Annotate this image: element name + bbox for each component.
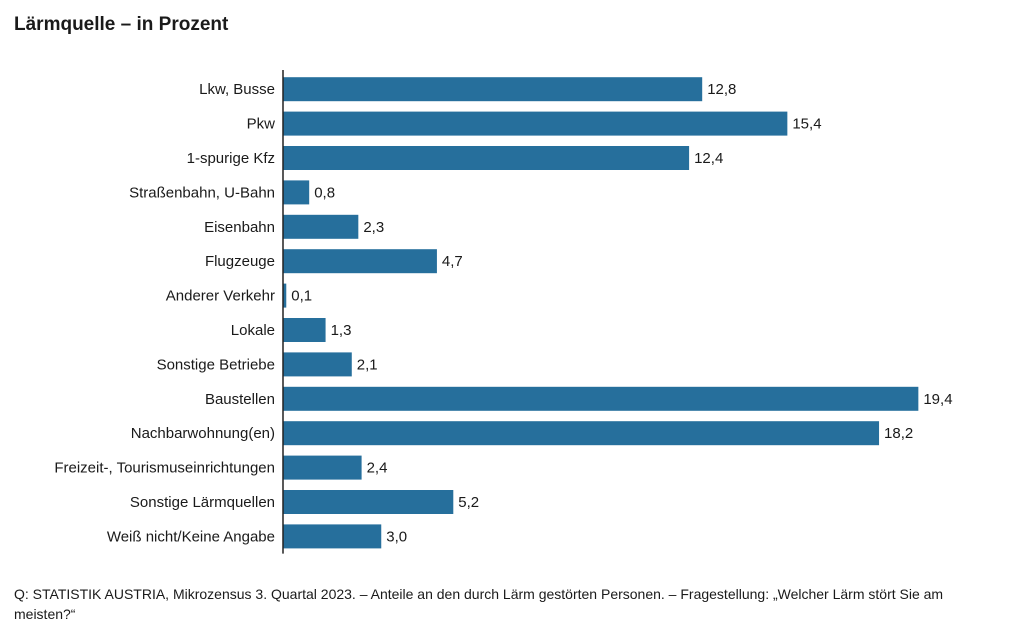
data-label: 18,2 bbox=[884, 425, 913, 442]
data-label: 0,8 bbox=[314, 184, 335, 201]
category-label: Pkw bbox=[247, 116, 276, 133]
category-label: Eisenbahn bbox=[204, 219, 275, 236]
bar bbox=[283, 352, 352, 377]
bar bbox=[283, 214, 359, 239]
bar bbox=[283, 318, 326, 342]
data-label: 2,3 bbox=[363, 219, 384, 236]
bar-chart: Lkw, Busse 12,8 Pkw 15,4 1-spurige Kfz 12,4 St… bbox=[54, 70, 953, 554]
bar bbox=[283, 283, 287, 308]
data-label: 12,8 bbox=[707, 81, 736, 98]
data-label: 0,1 bbox=[291, 288, 312, 305]
data-label: 19,4 bbox=[923, 391, 952, 408]
category-label: Freizeit-, Tourismuseinrichtungen bbox=[54, 460, 275, 477]
category-label: Anderer Verkehr bbox=[166, 288, 275, 305]
bar bbox=[283, 421, 880, 446]
data-label: 5,2 bbox=[458, 494, 479, 511]
category-label: Straßenbahn, U-Bahn bbox=[129, 184, 275, 201]
category-label: Sonstige Lärmquellen bbox=[130, 494, 275, 511]
data-label: 15,4 bbox=[792, 116, 821, 133]
data-label: 1,3 bbox=[331, 322, 352, 339]
data-label: 3,0 bbox=[386, 528, 407, 545]
bar bbox=[283, 111, 788, 136]
bar bbox=[283, 77, 703, 102]
source-note: Q: STATISTIK AUSTRIA, Mikrozensus 3. Qua… bbox=[14, 586, 944, 622]
chart-title: Lärmquelle – in Prozent bbox=[14, 14, 229, 35]
data-label: 2,1 bbox=[357, 356, 378, 373]
bar bbox=[283, 386, 919, 411]
bar bbox=[283, 455, 362, 480]
data-label: 12,4 bbox=[694, 150, 723, 167]
category-label: Flugzeuge bbox=[205, 253, 275, 270]
category-label: Nachbarwohnung(en) bbox=[131, 425, 275, 442]
bar bbox=[283, 146, 690, 170]
category-label: Weiß nicht/Keine Angabe bbox=[107, 528, 275, 545]
data-label: 4,7 bbox=[442, 253, 463, 270]
bar bbox=[283, 490, 454, 514]
category-label: Lkw, Busse bbox=[199, 81, 275, 98]
bar bbox=[283, 524, 382, 549]
category-label: Sonstige Betriebe bbox=[157, 356, 275, 373]
category-label: Baustellen bbox=[205, 391, 275, 408]
bar bbox=[283, 249, 437, 274]
category-label: Lokale bbox=[231, 322, 275, 339]
bar bbox=[283, 180, 310, 205]
category-label: 1-spurige Kfz bbox=[187, 150, 275, 167]
data-label: 2,4 bbox=[367, 460, 388, 477]
